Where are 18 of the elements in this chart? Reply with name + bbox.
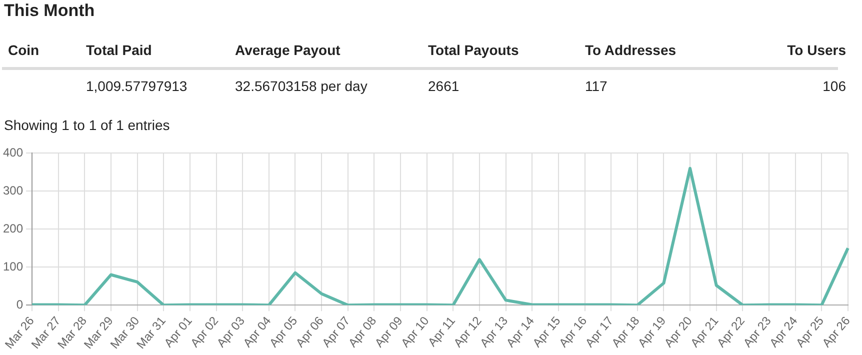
text: 1,009.57797913 <box>86 78 188 94</box>
text: Average Payout <box>235 42 340 58</box>
y-tick-label: 200 <box>2 221 24 236</box>
y-tick-label: 0 <box>16 297 24 312</box>
y-tick-label: 400 <box>2 146 24 160</box>
text: Total Payouts <box>428 42 519 58</box>
text: This Month <box>4 1 95 21</box>
text: Coin <box>8 42 40 58</box>
y-tick-label: 300 <box>2 183 24 198</box>
text: Showing 1 to 1 of 1 entries <box>4 117 170 133</box>
text: 106 <box>822 78 846 94</box>
text: To Users <box>787 42 846 58</box>
text: To Addresses <box>585 42 676 58</box>
text: 32.56703158 per day <box>235 78 368 94</box>
text: 2661 <box>428 78 460 94</box>
y-tick-label: 100 <box>2 259 24 274</box>
text: Total Paid <box>86 42 152 58</box>
text: 117 <box>585 78 608 94</box>
